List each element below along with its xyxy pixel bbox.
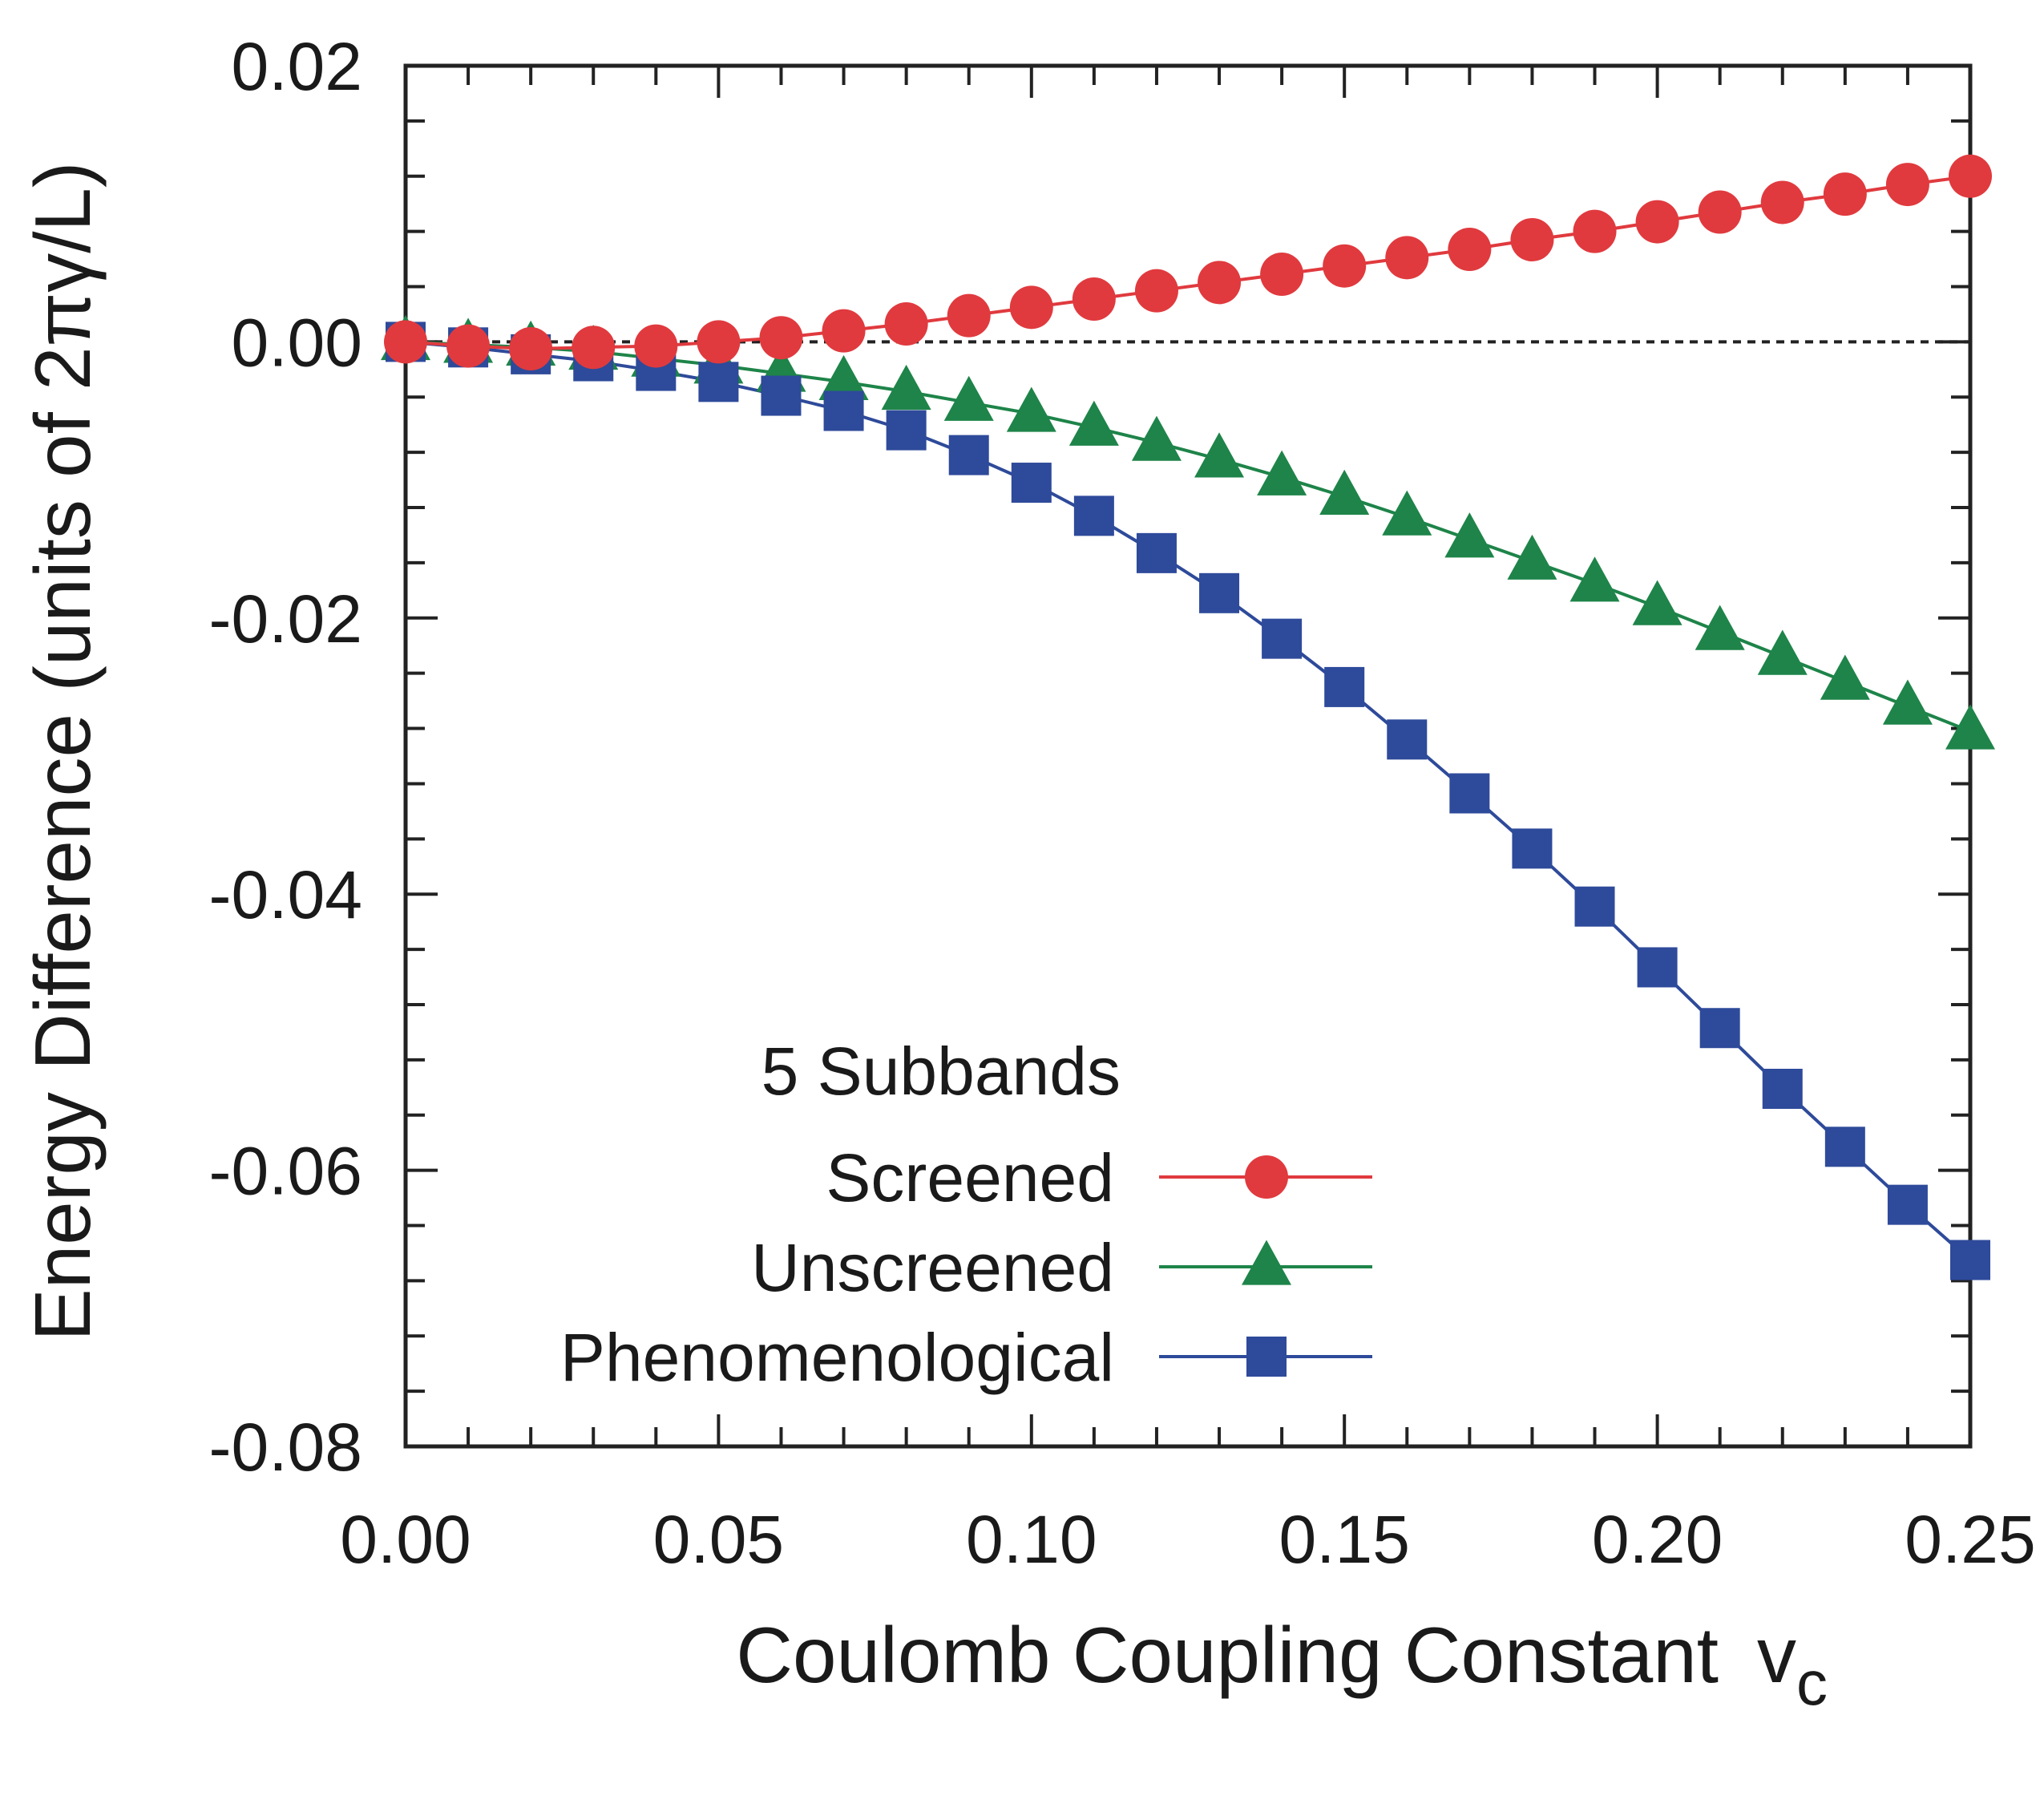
y-axis-label: Energy Difference (units of 2πγ/L) xyxy=(18,161,107,1341)
unscreened-point xyxy=(1695,605,1745,650)
screened-point xyxy=(1198,261,1242,305)
phenomenological-point xyxy=(1637,947,1678,988)
phenomenological-point xyxy=(1950,1240,1990,1280)
legend-marker-screened xyxy=(1245,1155,1288,1199)
y-tick-label: 0.00 xyxy=(232,305,363,380)
screened-point xyxy=(509,327,553,371)
phenomenological-point xyxy=(1199,572,1240,613)
phenomenological-point xyxy=(948,435,989,475)
x-axis-title: Coulomb Coupling Constant vc xyxy=(736,1611,1828,1718)
unscreened-point xyxy=(1882,679,1933,725)
unscreened-point xyxy=(1820,654,1870,700)
y-tick-label: -0.04 xyxy=(209,857,362,932)
unscreened-point xyxy=(1006,386,1056,432)
plot-elements: 0.00 0.05 0.10 0.15 0.20 0.25 0.02 0.00 -0.02 -0.… xyxy=(209,29,2036,1577)
phenomenological-point xyxy=(1073,495,1114,536)
phenomenological-point xyxy=(1262,618,1303,659)
legend-label-unscreened: Unscreened xyxy=(751,1230,1114,1305)
screened-point xyxy=(1760,180,1804,224)
screened-point xyxy=(1698,190,1742,234)
legend-marker-unscreened xyxy=(1242,1240,1291,1285)
screened-point xyxy=(1635,200,1679,244)
unscreened-point xyxy=(943,375,994,421)
screened-point xyxy=(1823,172,1867,216)
screened-point xyxy=(572,326,616,370)
screened-point xyxy=(1009,285,1053,330)
x-tick-label: 0.00 xyxy=(340,1502,471,1577)
phenomenological-point xyxy=(698,362,739,402)
y-tick-label: -0.02 xyxy=(209,581,362,657)
x-axis-subscript: c xyxy=(1796,1648,1828,1718)
unscreened-point xyxy=(1131,415,1182,461)
screened-point xyxy=(1072,277,1116,322)
screened-point xyxy=(759,316,803,360)
y-tick-label: -0.06 xyxy=(209,1134,362,1209)
screened-point xyxy=(1510,217,1554,261)
screened-point xyxy=(1885,163,1929,207)
phenomenological-point xyxy=(1449,773,1490,814)
screened-point xyxy=(697,320,741,364)
x-tick-label: 0.15 xyxy=(1279,1502,1410,1577)
screened-point xyxy=(634,324,678,368)
phenomenological-line xyxy=(405,340,1972,1262)
phenomenological-point xyxy=(1011,463,1052,504)
legend-title: 5 Subbands xyxy=(761,1033,1121,1109)
unscreened-point xyxy=(1319,469,1370,515)
unscreened-point xyxy=(1194,432,1245,478)
phenomenological-point xyxy=(1324,666,1365,707)
series-layer xyxy=(381,154,1995,1280)
phenomenological-point xyxy=(1699,1008,1740,1049)
unscreened-point xyxy=(1382,490,1432,536)
phenomenological-point xyxy=(1512,828,1553,869)
screened-point xyxy=(884,302,928,346)
unscreened-point xyxy=(818,354,869,401)
y-tick-label: 0.02 xyxy=(232,29,363,104)
x-tick-label: 0.05 xyxy=(653,1502,785,1577)
screened-point xyxy=(1323,244,1367,288)
x-tick-label: 0.10 xyxy=(966,1502,1097,1577)
phenomenological-point xyxy=(823,390,864,431)
x-tick-label: 0.25 xyxy=(1905,1502,2036,1577)
phenomenological-point xyxy=(1136,532,1177,573)
plot-frame xyxy=(403,63,1973,1449)
screened-point xyxy=(1573,209,1617,253)
screened-point xyxy=(1448,228,1492,272)
screened-point xyxy=(446,324,491,368)
unscreened-point xyxy=(1632,580,1682,625)
phenomenological-point xyxy=(761,375,802,416)
phenomenological-point xyxy=(1574,886,1615,927)
unscreened-point xyxy=(1068,400,1119,446)
x-tick-label: 0.20 xyxy=(1592,1502,1723,1577)
phenomenological-point xyxy=(1387,719,1428,760)
x-axis-label: Coulomb Coupling Constant xyxy=(736,1611,1719,1699)
legend-marker-phenomenological xyxy=(1246,1337,1287,1377)
screened-point xyxy=(1134,269,1178,313)
legend: 5 Subbands Screened Unscreened Phenomenolo… xyxy=(560,1033,1372,1395)
legend-label-phenomenological: Phenomenological xyxy=(560,1320,1114,1395)
legend-label-screened: Screened xyxy=(826,1140,1114,1215)
phenomenological-point xyxy=(1824,1126,1865,1167)
unscreened-point xyxy=(1444,512,1495,558)
screened-point xyxy=(384,320,427,364)
screened-point xyxy=(1385,236,1429,280)
phenomenological-point xyxy=(886,410,927,451)
screened-point xyxy=(822,309,866,353)
unscreened-point xyxy=(881,364,931,411)
unscreened-line xyxy=(405,340,1971,733)
x-axis-symbol: v xyxy=(1757,1611,1796,1699)
screened-point xyxy=(1260,253,1304,297)
unscreened-point xyxy=(1569,556,1620,602)
unscreened-point xyxy=(1757,629,1808,675)
unscreened-point xyxy=(1945,704,1995,750)
unscreened-point xyxy=(1257,450,1307,495)
unscreened-point xyxy=(1507,534,1557,580)
screened-point xyxy=(947,293,991,338)
phenomenological-point xyxy=(1762,1069,1803,1110)
y-tick-label: -0.08 xyxy=(209,1410,362,1485)
phenomenological-point xyxy=(1887,1184,1928,1225)
screened-point xyxy=(1949,154,1992,198)
